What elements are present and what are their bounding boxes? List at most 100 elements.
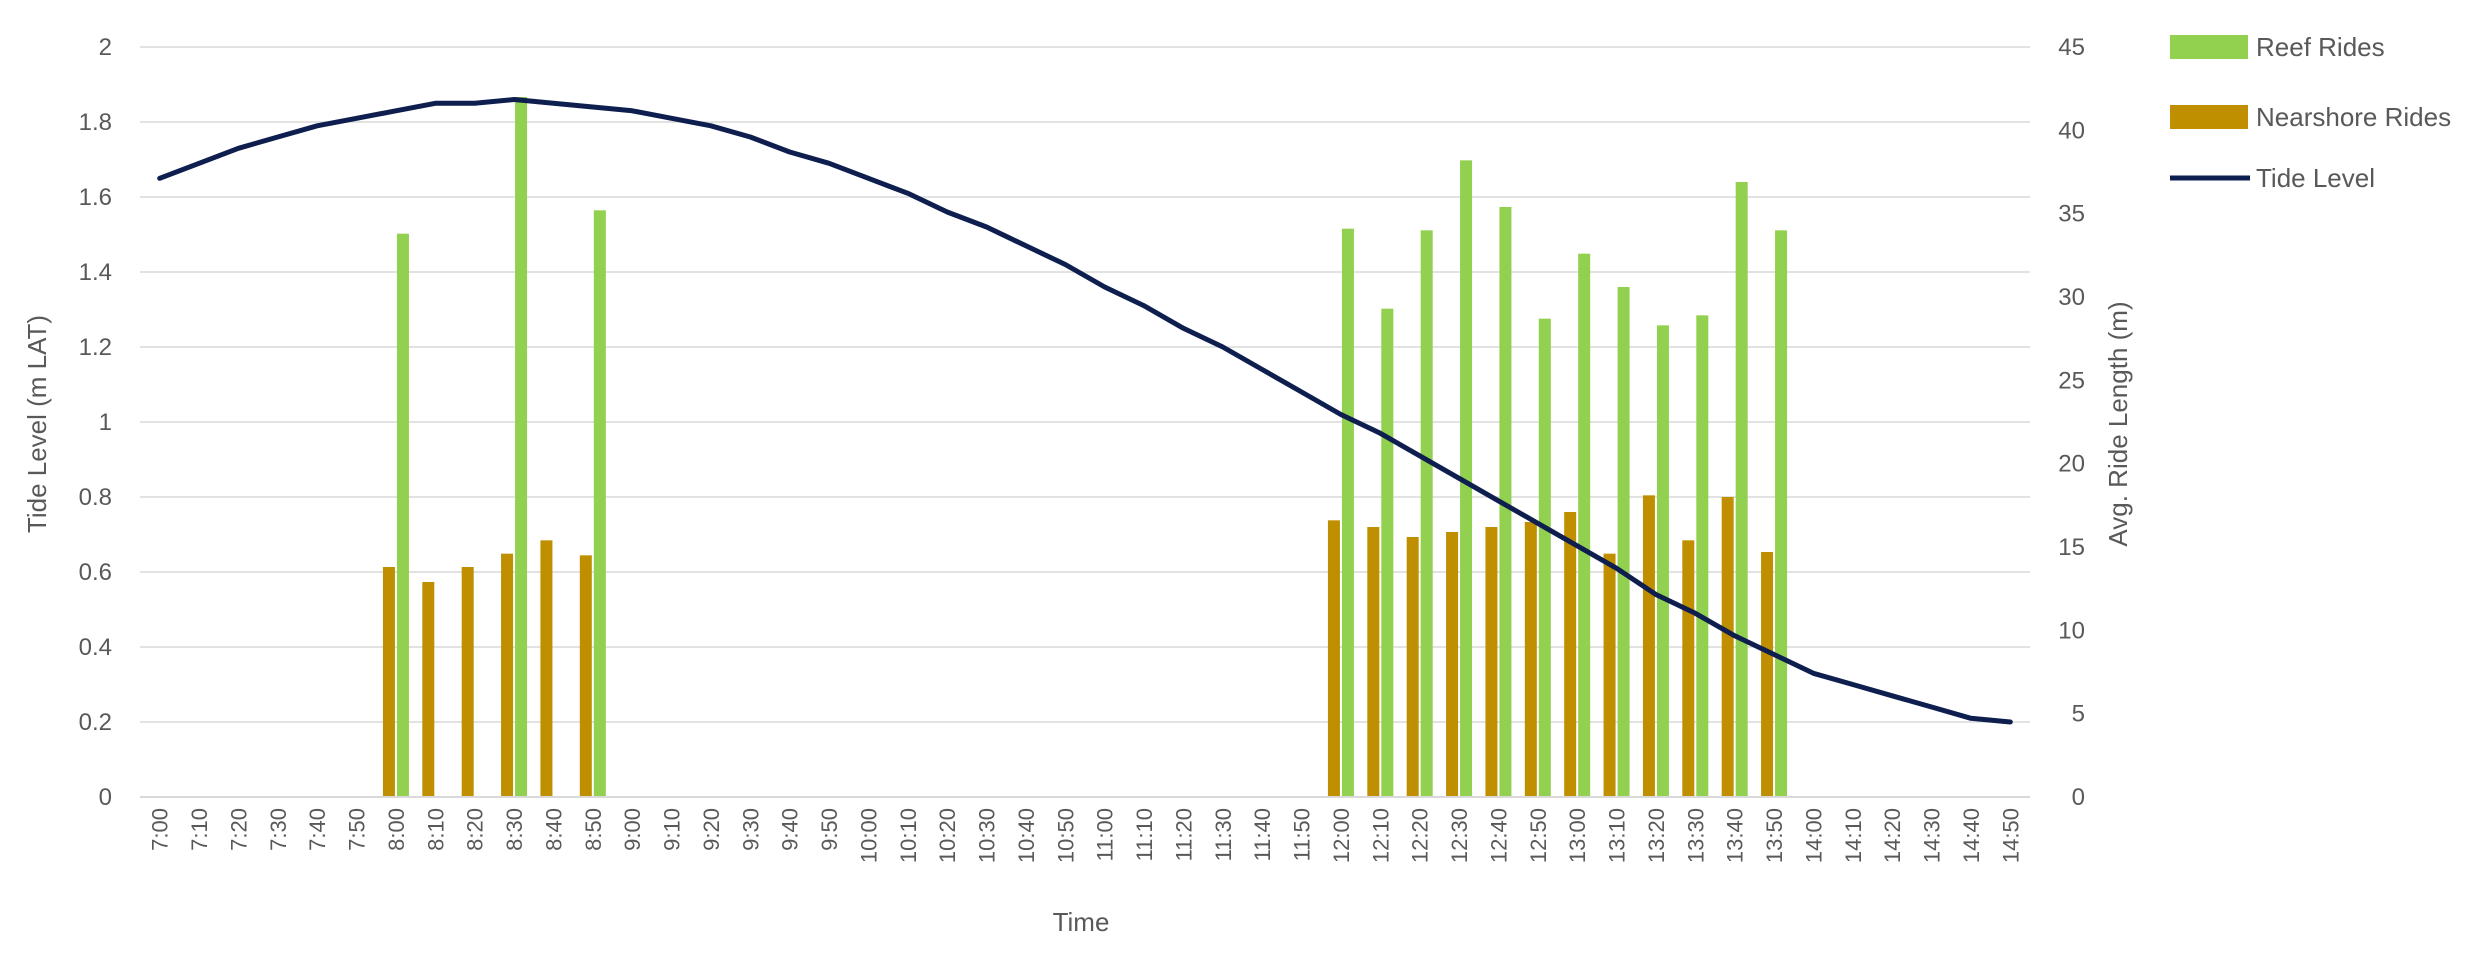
x-tick-label: 14:00 [1801, 808, 1826, 863]
reef-bar [1617, 287, 1630, 797]
reef-bar [1696, 315, 1709, 797]
reef-bar [396, 233, 409, 797]
x-tick-label: 7:10 [187, 808, 212, 851]
reef-bar [1735, 182, 1748, 797]
reef-bar [1656, 325, 1669, 797]
y-tick-label: 0 [99, 784, 112, 811]
y2-tick-label: 20 [2058, 451, 2085, 478]
x-tick-label: 8:20 [463, 808, 488, 851]
x-tick-label: 10:00 [856, 808, 881, 863]
x-tick-label: 12:30 [1447, 808, 1472, 863]
y2-tick-label: 25 [2058, 367, 2085, 394]
x-tick-label: 11:00 [1093, 808, 1118, 861]
y2-tick-label: 15 [2058, 534, 2085, 561]
nearshore-bar [1721, 497, 1734, 797]
legend-label-nearshore: Nearshore Rides [2256, 102, 2451, 132]
nearshore-bar [579, 555, 592, 797]
x-tick-label: 10:10 [896, 808, 921, 863]
x-tick-label: 9:50 [817, 808, 842, 851]
x-tick-label: 8:30 [502, 808, 527, 851]
y2-tick-label: 10 [2058, 617, 2085, 644]
nearshore-bar [1524, 522, 1537, 797]
y2-tick-label: 0 [2072, 784, 2085, 811]
reef-bar [593, 210, 606, 798]
reef-bar [1538, 318, 1551, 797]
x-tick-label: 13:00 [1565, 808, 1590, 863]
y2-tick-label: 40 [2058, 117, 2085, 144]
x-tick-label: 11:20 [1171, 808, 1196, 861]
legend-swatch-nearshore [2170, 105, 2248, 129]
x-tick-label: 7:40 [305, 808, 330, 851]
x-tick-label: 9:20 [699, 808, 724, 851]
nearshore-bar [501, 553, 514, 797]
x-tick-label: 14:10 [1841, 808, 1866, 863]
x-tick-label: 11:40 [1250, 808, 1275, 861]
reef-bar [1578, 253, 1591, 797]
x-tick-label: 9:00 [620, 808, 645, 851]
y-tick-label: 1.8 [79, 109, 112, 136]
y2-tick-label: 35 [2058, 201, 2085, 228]
x-tick-label: 12:20 [1408, 808, 1433, 863]
x-tick-label: 10:50 [1053, 808, 1078, 863]
right-axis: 0 5 10 15 20 25 30 35 40 45 [2058, 34, 2085, 811]
nearshore-bar [1564, 512, 1577, 797]
legend: Reef Rides Nearshore Rides Tide Level [2170, 32, 2451, 193]
reef-bar [515, 97, 528, 797]
x-tick-label: 7:30 [266, 808, 291, 851]
y-tick-label: 0.6 [79, 559, 112, 586]
x-tick-label: 14:40 [1959, 808, 1984, 863]
tide-line-group [157, 97, 2013, 725]
legend-swatch-reef [2170, 35, 2248, 59]
x-tick-label: 7:00 [148, 808, 173, 851]
x-axis-title: Time [1053, 907, 1110, 937]
y-axis-title: Tide Level (m LAT) [22, 315, 52, 533]
x-tick-label: 8:50 [581, 808, 606, 851]
y-tick-label: 1 [99, 409, 112, 436]
x-tick-label: 14:30 [1920, 808, 1945, 863]
x-tick-label: 10:30 [975, 808, 1000, 863]
y-tick-label: 1.6 [79, 184, 112, 211]
x-tick-label: 11:10 [1132, 808, 1157, 861]
y-tick-label: 1.4 [79, 259, 112, 286]
x-tick-label: 14:20 [1880, 808, 1905, 863]
nearshore-bar [1367, 527, 1380, 797]
y-tick-label: 0.2 [79, 709, 112, 736]
x-tick-label: 12:50 [1526, 808, 1551, 863]
nearshore-bar [1603, 553, 1616, 797]
nearshore-bar [382, 567, 395, 797]
x-tick-label: 7:50 [345, 808, 370, 851]
left-axis: 0 0.2 0.4 0.6 0.8 1 1.2 1.4 1.6 1.8 2 [79, 34, 112, 811]
x-tick-label: 9:30 [738, 808, 763, 851]
x-tick-label: 13:20 [1644, 808, 1669, 863]
reef-bar [1341, 228, 1354, 797]
x-tick-label: 9:40 [778, 808, 803, 851]
x-tick-label: 13:30 [1683, 808, 1708, 863]
tide-level-line [157, 97, 2013, 725]
x-tick-label: 11:50 [1290, 808, 1315, 861]
x-tick-label: 11:30 [1211, 808, 1236, 861]
x-tick-label: 13:10 [1605, 808, 1630, 863]
y2-tick-label: 5 [2072, 701, 2085, 728]
x-tick-label: 8:00 [384, 808, 409, 851]
reef-bar [1460, 160, 1473, 798]
x-tick-label: 8:40 [541, 808, 566, 851]
reef-bar [1381, 308, 1394, 797]
gridlines [140, 46, 2030, 723]
nearshore-bar [1327, 520, 1340, 797]
y2-axis-title: Avg. Ride Length (m) [2103, 301, 2133, 546]
y2-tick-label: 45 [2058, 34, 2085, 61]
x-tick-label: 13:40 [1723, 808, 1748, 863]
y-tick-label: 2 [99, 34, 112, 61]
nearshore-bar [1406, 537, 1419, 797]
bars [382, 97, 1788, 798]
nearshore-bar [540, 540, 553, 797]
x-tick-label: 10:20 [935, 808, 960, 863]
x-tick-label: 13:50 [1762, 808, 1787, 863]
x-tick-label: 12:40 [1486, 808, 1511, 863]
legend-label-reef: Reef Rides [2256, 32, 2385, 62]
x-tick-label: 12:00 [1329, 808, 1354, 863]
y-tick-label: 1.2 [79, 334, 112, 361]
nearshore-bar [422, 582, 435, 797]
reef-bar [1775, 230, 1788, 798]
